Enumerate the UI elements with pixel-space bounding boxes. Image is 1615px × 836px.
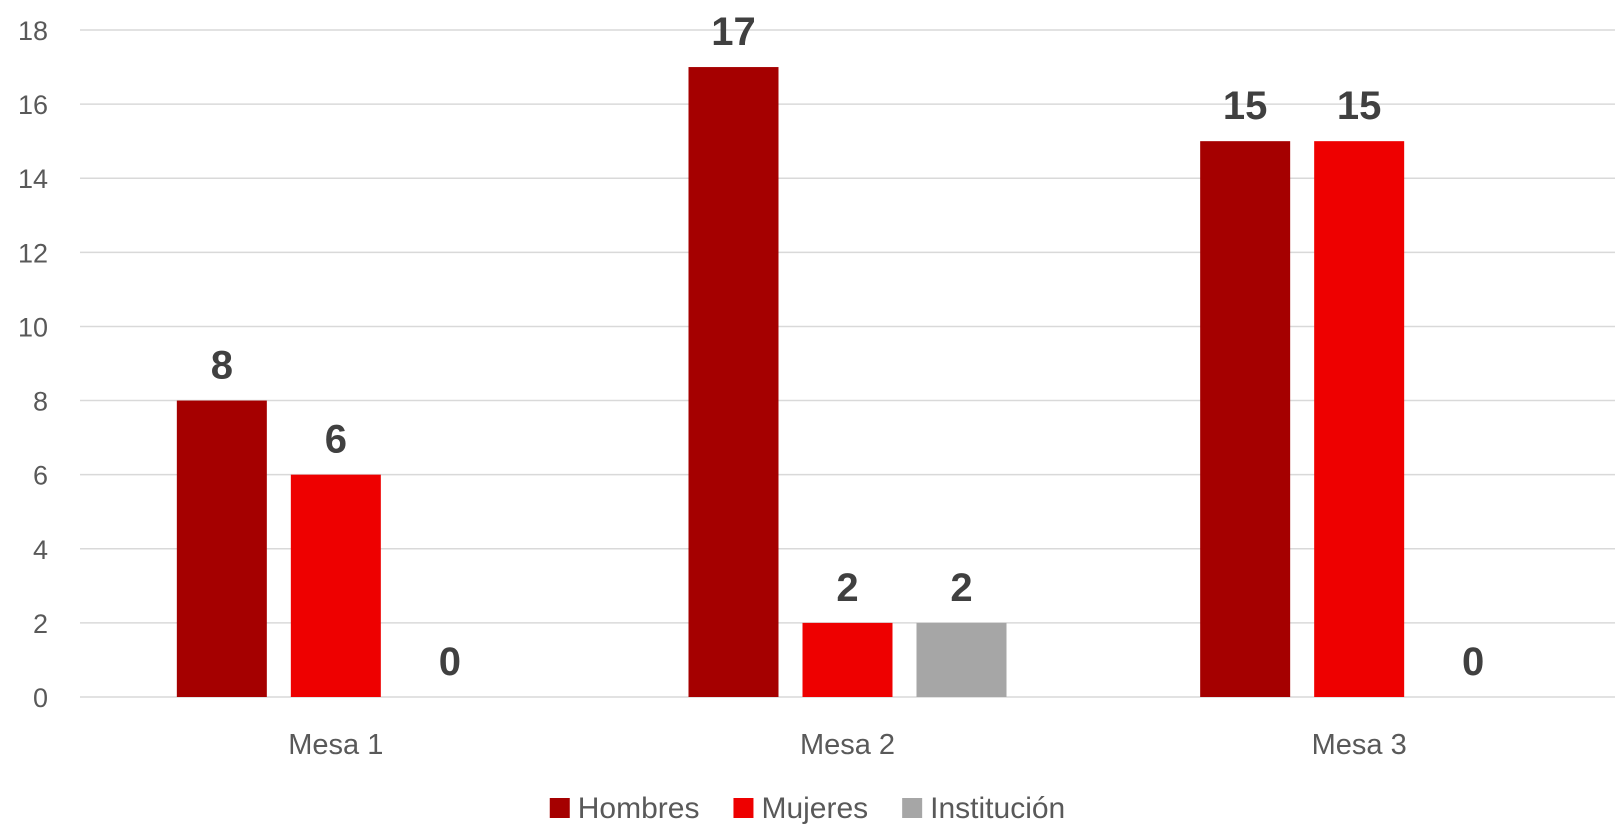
legend-label: Institución	[930, 792, 1065, 825]
legend-item-mujeres: Mujeres	[733, 792, 868, 825]
y-tick-label: 2	[33, 609, 48, 639]
legend-item-instituci-n: Institución	[902, 792, 1065, 825]
bars	[176, 67, 1405, 698]
bar-mujeres-3	[1314, 141, 1405, 697]
y-tick-label: 10	[18, 312, 48, 342]
legend-swatch	[733, 798, 754, 818]
y-tick-label: 0	[33, 683, 48, 713]
bar-hombres-3	[1200, 141, 1291, 697]
data-label: 0	[1462, 640, 1484, 684]
legend-swatch	[549, 798, 570, 818]
category-label: Mesa 2	[800, 729, 895, 761]
category-label: Mesa 1	[288, 729, 383, 761]
legend-swatch	[902, 798, 923, 818]
data-label: 2	[950, 566, 972, 610]
y-tick-label: 16	[18, 90, 48, 120]
data-label: 6	[325, 418, 347, 462]
data-label: 17	[711, 10, 756, 54]
data-labels: 8 6 0 17 2 2 15 15 0	[211, 10, 1485, 684]
bar-mujeres-1	[290, 474, 381, 697]
data-label: 0	[439, 640, 461, 684]
legend-label: Hombres	[578, 792, 700, 825]
legend-item-hombres: Hombres	[549, 792, 700, 825]
data-label: 15	[1223, 84, 1268, 128]
y-tick-label: 8	[33, 387, 48, 417]
bar-hombres-1	[176, 400, 267, 697]
legend: Hombres Mujeres Institución	[549, 792, 1065, 825]
y-tick-label: 6	[33, 461, 48, 491]
y-tick-label: 12	[18, 238, 48, 268]
bar-hombres-2	[688, 67, 779, 698]
x-axis-categories: Mesa 1 Mesa 2 Mesa 3	[288, 729, 1406, 761]
y-tick-label: 18	[18, 16, 48, 46]
y-tick-label: 4	[33, 535, 48, 565]
y-axis-ticks: 0 2 4 6 8 10 12 14 16 18	[18, 16, 48, 713]
data-label: 8	[211, 344, 233, 388]
bar-instituci-n-2	[916, 622, 1007, 697]
legend-label: Mujeres	[761, 792, 868, 825]
y-tick-label: 14	[18, 164, 48, 194]
data-label: 2	[836, 566, 858, 610]
bar-mujeres-2	[802, 622, 893, 697]
data-label: 15	[1337, 84, 1382, 128]
category-label: Mesa 3	[1312, 729, 1407, 761]
